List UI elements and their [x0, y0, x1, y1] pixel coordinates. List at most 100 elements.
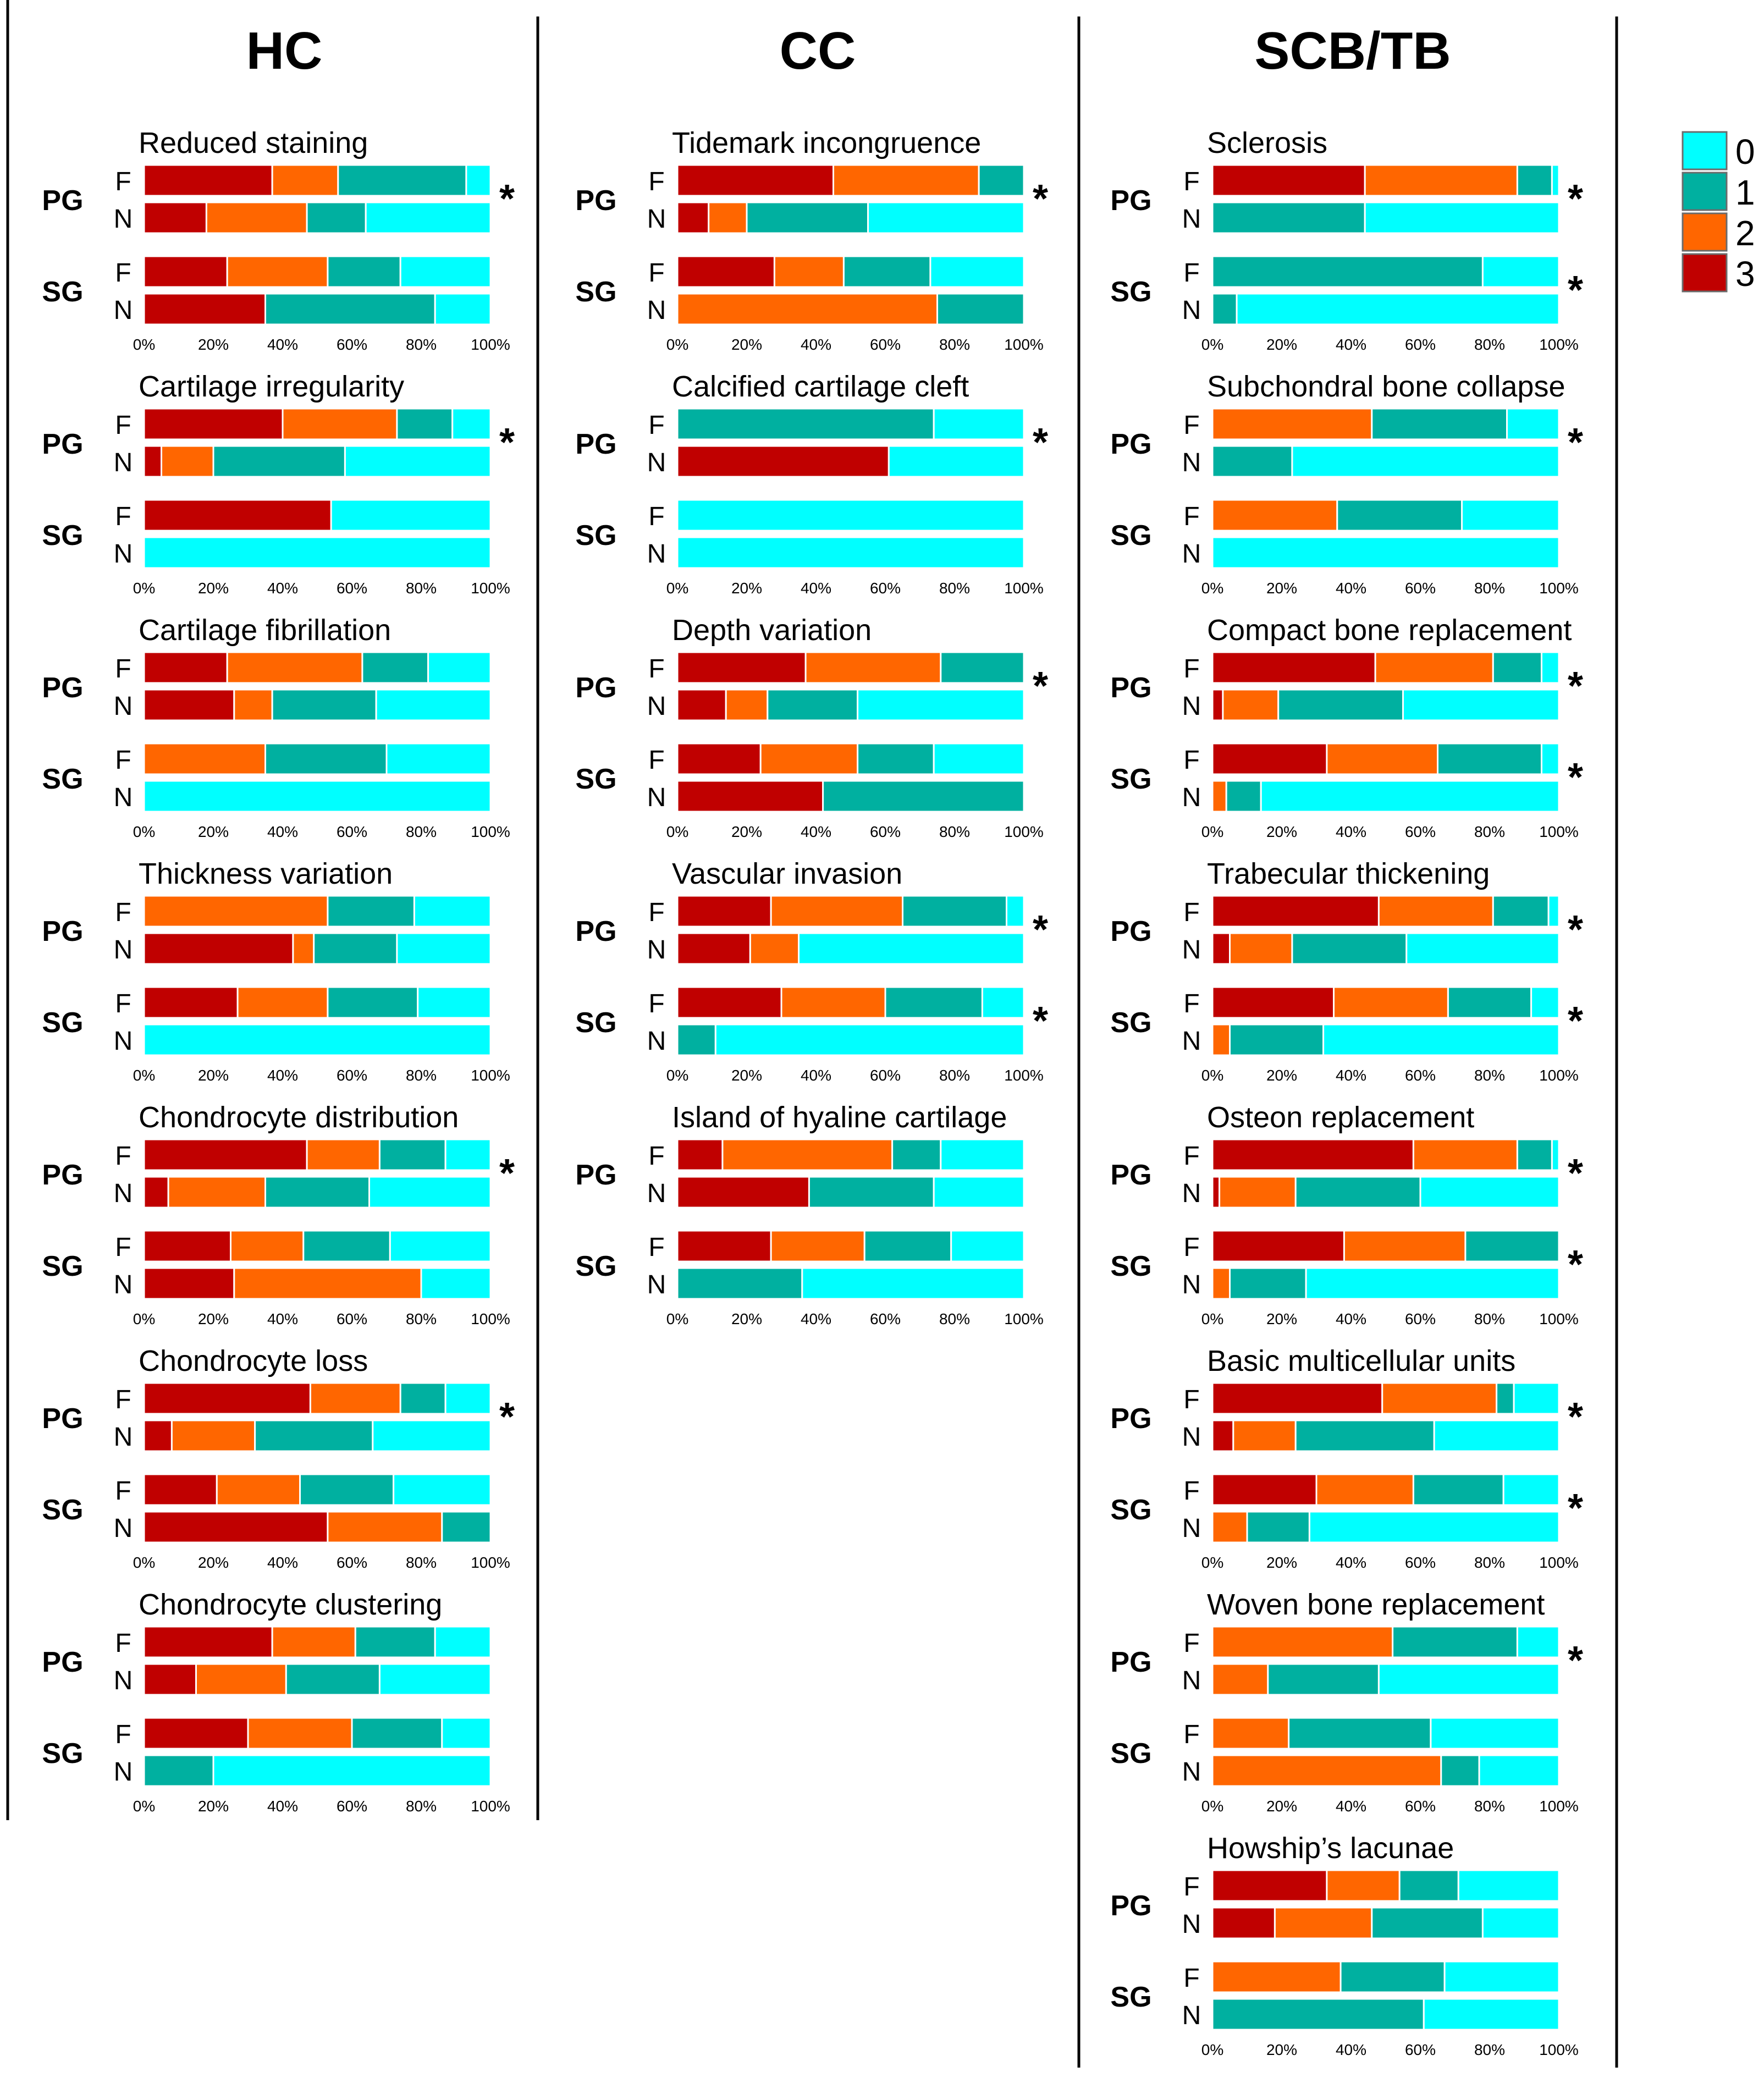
legend-swatch: [1682, 212, 1728, 252]
bar-segment-score-1: [1464, 1230, 1560, 1263]
bar-segment-score-1: [857, 742, 935, 775]
bar-segment-score-1: [327, 255, 401, 288]
x-tick-label: 20%: [198, 1067, 229, 1084]
bar-segment-score-1: [1412, 1473, 1504, 1506]
x-tick-label: 100%: [1539, 1798, 1579, 1815]
bar-segment-score-0: [1513, 1382, 1560, 1415]
row-label: N: [1182, 448, 1201, 477]
bar-segment-score-0: [368, 1176, 492, 1209]
significance-asterisk: *: [1568, 268, 1583, 312]
x-tick-label: 60%: [870, 336, 901, 353]
bar-segment-score-3: [676, 932, 751, 965]
bar-segment-score-1: [327, 986, 419, 1019]
row-label: F: [115, 1629, 131, 1658]
bar-segment-score-2: [309, 1382, 401, 1415]
bar-segment-score-3: [143, 986, 239, 1019]
x-tick-label: 40%: [1336, 1554, 1366, 1571]
bar-segment-score-0: [1308, 1511, 1560, 1544]
bar-segment-score-2: [1274, 1906, 1373, 1939]
bar-segment-score-0: [867, 201, 1025, 234]
bar-segment-score-3: [676, 895, 772, 928]
bar-segment-score-1: [271, 688, 377, 721]
bar-segment-score-2: [1374, 651, 1494, 684]
bar-segment-score-2: [1211, 1960, 1342, 1993]
x-tick-label: 100%: [471, 823, 510, 840]
row-label: F: [115, 746, 131, 775]
bar-segment-score-1: [212, 445, 346, 478]
bar-segment-score-0: [1457, 1869, 1560, 1902]
chart-title: Compact bone replacement: [1207, 614, 1572, 647]
bar-segment-score-3: [143, 1625, 273, 1658]
x-tick-label: 80%: [406, 1067, 437, 1084]
row-label: F: [115, 1385, 131, 1414]
bar-segment-score-0: [1364, 201, 1560, 234]
row-label: N: [1182, 1179, 1201, 1208]
x-tick-label: 60%: [1405, 2041, 1436, 2058]
x-tick-label: 40%: [1336, 823, 1366, 840]
bar-segment-score-2: [271, 1625, 356, 1658]
bar-segment-score-3: [143, 1267, 235, 1300]
row-label: F: [115, 1233, 131, 1262]
group-label: SG: [575, 1007, 616, 1039]
row-label: N: [647, 1270, 666, 1299]
row-label: N: [647, 296, 666, 325]
bar-segment-score-0: [417, 986, 492, 1019]
bar-segment-score-1: [1211, 445, 1293, 478]
bar-segment-score-2: [1211, 1754, 1442, 1787]
bar-segment-score-1: [1294, 1419, 1435, 1452]
row-label: F: [648, 167, 664, 196]
group-label: PG: [1110, 1403, 1151, 1435]
legend-swatch: [1682, 131, 1728, 170]
row-label: F: [115, 167, 131, 196]
bar-segment-score-0: [330, 499, 492, 532]
significance-asterisk: *: [1568, 1486, 1583, 1530]
chart-title: Thickness variation: [139, 857, 393, 890]
bar-segment-score-2: [1211, 1663, 1269, 1696]
bar-segment-score-0: [933, 1176, 1025, 1209]
x-tick-label: 0%: [666, 1310, 688, 1327]
bar-segment-score-3: [1211, 688, 1224, 721]
row-label: F: [1183, 1142, 1199, 1171]
chart-title: Tidemark incongruence: [672, 126, 981, 159]
bar-segment-score-2: [1377, 895, 1494, 928]
chart-title: Osteon replacement: [1207, 1101, 1474, 1134]
row-label: N: [114, 1514, 133, 1543]
group-label: SG: [42, 1250, 83, 1282]
bar-segment-score-3: [676, 1176, 810, 1209]
bar-segment-score-2: [233, 1267, 422, 1300]
row-label: F: [1183, 746, 1199, 775]
bar-segment-score-1: [399, 1382, 446, 1415]
bar-segment-score-1: [1229, 1023, 1325, 1056]
x-tick-label: 60%: [337, 823, 367, 840]
bar-segment-score-0: [365, 201, 492, 234]
bar-segment-score-0: [399, 255, 492, 288]
bar-segment-score-3: [143, 293, 266, 326]
bar-segment-score-2: [1315, 1473, 1414, 1506]
bar-segment-score-0: [676, 536, 1025, 569]
row-label: N: [114, 1423, 133, 1452]
x-tick-label: 100%: [1539, 1310, 1579, 1327]
x-tick-label: 40%: [1336, 580, 1366, 597]
bar-segment-score-3: [143, 651, 228, 684]
bar-segment-score-2: [1211, 780, 1227, 813]
bar-segment-score-0: [1430, 1717, 1560, 1750]
bar-segment-score-0: [1377, 1663, 1560, 1696]
bar-segment-score-2: [804, 651, 942, 684]
x-tick-label: 60%: [1405, 1310, 1436, 1327]
bar-segment-score-1: [936, 293, 1025, 326]
bar-segment-score-3: [676, 742, 762, 775]
chart-title: Reduced staining: [139, 126, 368, 159]
bar-segment-score-0: [444, 1382, 492, 1415]
bar-segment-score-0: [1502, 1473, 1560, 1506]
bar-segment-score-0: [676, 499, 1025, 532]
bar-segment-score-2: [1381, 1382, 1498, 1415]
bar-segment-score-3: [143, 1419, 173, 1452]
bar-segment-score-1: [1246, 1511, 1310, 1544]
